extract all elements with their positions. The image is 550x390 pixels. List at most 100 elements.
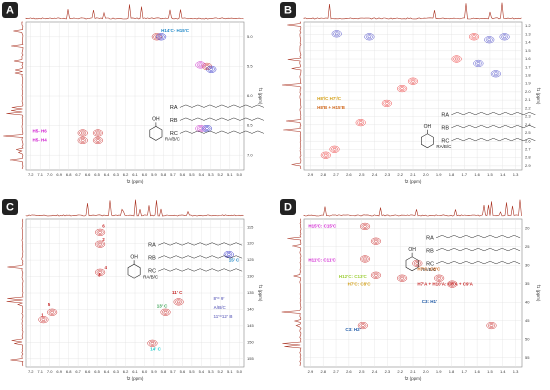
- chain-label: RA: [170, 105, 178, 111]
- x-tick-label: 7.0: [47, 172, 53, 177]
- x-tick-label: 2.1: [410, 172, 416, 177]
- x-tick-label: 1.3: [513, 172, 519, 177]
- x-tick-label: 7.1: [37, 369, 43, 374]
- peak-contour: [398, 86, 406, 92]
- y-tick-label: 1.8: [525, 73, 531, 78]
- y-tick-label: 45: [525, 318, 530, 323]
- peak-contour: [333, 31, 341, 37]
- chain-label: RB: [170, 118, 178, 124]
- x-tick-label: 5.8: [161, 369, 167, 374]
- peak-contour: [499, 33, 510, 41]
- x-tick-label: 6.4: [104, 369, 110, 374]
- peak-contour: [400, 87, 404, 90]
- peak-contour: [448, 281, 456, 287]
- peak-contour: [96, 241, 104, 247]
- peak-contour: [485, 37, 493, 43]
- x-tick-label: 7.2: [28, 369, 34, 374]
- oh-label: OH: [130, 255, 138, 261]
- substituent-label: RA/B/C: [143, 274, 159, 279]
- peak-contour: [361, 256, 369, 262]
- x-tick-label: 2.8: [320, 369, 326, 374]
- y-tick-label: 2.4: [525, 122, 531, 127]
- peak-contour: [50, 310, 55, 314]
- annotation: C3: H1': [422, 299, 437, 304]
- peak-contour: [398, 275, 406, 281]
- peak-contour: [95, 228, 106, 236]
- peak-contour: [39, 317, 47, 323]
- top-spectrum: [303, 199, 522, 217]
- peak-contour: [96, 229, 104, 235]
- peak-contour: [501, 34, 509, 40]
- peak-contour: [95, 240, 106, 248]
- annotation: H5- H4: [33, 138, 48, 143]
- peak-contour: [415, 262, 420, 265]
- peak-contour: [159, 35, 164, 39]
- peak-contour: [447, 280, 458, 288]
- x-tick-label: 1.7: [462, 369, 468, 374]
- y-tick-label: 1.2: [525, 23, 531, 28]
- peak-contour: [47, 308, 58, 316]
- peak-contour: [364, 33, 375, 41]
- y-tick-label: 125: [247, 257, 254, 262]
- peak-contour: [173, 298, 184, 306]
- phenol-ring: [149, 126, 163, 141]
- peak-contour: [96, 269, 104, 275]
- y-tick-label: 1.7: [525, 64, 531, 69]
- x-tick-label: 6.4: [104, 172, 110, 177]
- peak-contour: [98, 270, 102, 274]
- substituent-label: RA/B/C: [436, 144, 452, 149]
- peak-contour: [381, 99, 392, 107]
- phenol-ring: [405, 256, 419, 272]
- annotation: 6: [102, 224, 105, 229]
- peak-contour: [147, 339, 158, 347]
- peak-contour: [153, 34, 161, 40]
- peak-contour: [486, 322, 497, 330]
- peak-contour: [468, 33, 480, 41]
- x-tick-label: 1.8: [449, 369, 455, 374]
- peak-contour: [474, 60, 482, 66]
- phenol-ring: [127, 263, 141, 279]
- x-tick-label: 5.3: [208, 369, 214, 374]
- annotation: H7'C: C8'C: [348, 281, 372, 286]
- y-tick-label: 20: [525, 225, 530, 230]
- x-tick-label: 6.6: [85, 172, 91, 177]
- panel-badge: [2, 199, 18, 215]
- alkyl-chain: [179, 117, 264, 121]
- x-tick-label: 1.5: [487, 369, 493, 374]
- annotation: H5- H6: [33, 129, 48, 134]
- alkyl-chain: [451, 138, 536, 142]
- peak-contour: [334, 32, 339, 36]
- x-tick-label: 2.6: [346, 172, 352, 177]
- y-tick-label: 40: [525, 299, 530, 304]
- peak-contour: [225, 252, 233, 257]
- x-tick-label: 2.2: [397, 369, 403, 374]
- peak-contour: [358, 121, 363, 124]
- x-tick-label: 5.0: [236, 172, 242, 177]
- annotation: 11'=12' B: [213, 314, 233, 319]
- peak-contour: [209, 68, 214, 71]
- peak-contour: [92, 136, 103, 144]
- peak-contour: [163, 310, 168, 314]
- alkyl-chain: [179, 130, 264, 134]
- peak-contour: [357, 322, 368, 330]
- peak-contour: [397, 85, 408, 93]
- annotation: 14' C: [150, 346, 161, 351]
- y-tick-label: 5.0: [247, 34, 253, 39]
- peak-contour: [41, 318, 46, 321]
- peak-contour: [355, 119, 366, 127]
- x-tick-label: 6.8: [66, 369, 72, 374]
- x-tick-label: 6.5: [94, 369, 100, 374]
- x-tick-label: 6.9: [56, 369, 62, 374]
- chain-label: RC: [426, 261, 434, 267]
- peak-contour: [195, 61, 206, 69]
- x-tick-label: 1.8: [449, 172, 455, 177]
- y-tick-label: 2.1: [525, 97, 531, 102]
- peak-contour: [359, 323, 367, 329]
- peak-contour: [201, 62, 212, 70]
- top-spectrum: [25, 4, 244, 20]
- x-axis-label: f2 (ppm): [127, 179, 144, 184]
- x-tick-label: 1.6: [474, 172, 480, 177]
- y-tick-label: 130: [247, 274, 254, 279]
- peak-contour: [331, 30, 342, 38]
- x-tick-label: 1.4: [500, 369, 506, 374]
